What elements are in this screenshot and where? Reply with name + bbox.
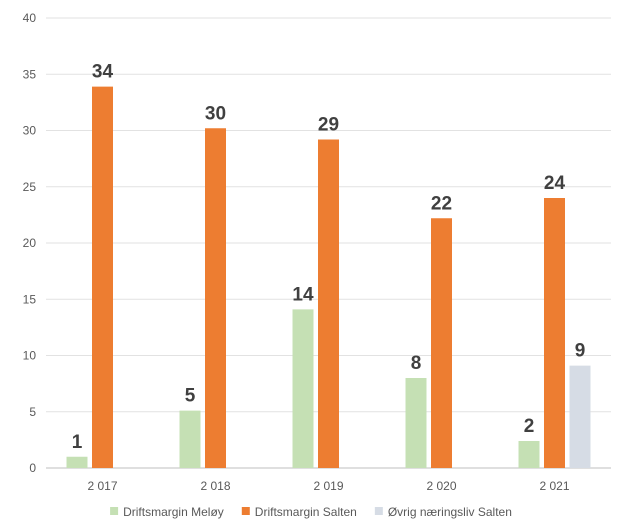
legend-label: Driftsmargin Meløy — [123, 505, 224, 519]
y-tick-label: 5 — [29, 405, 36, 419]
legend: Driftsmargin Meløy Driftsmargin Salten Øvr… — [110, 505, 512, 519]
legend-label: Driftsmargin Salten — [255, 505, 357, 519]
data-label: 1 — [72, 432, 83, 453]
bar-driftsmargin-salten-1 — [205, 128, 226, 468]
data-label: 8 — [411, 353, 422, 374]
bar-driftsmargin-mel-y-0 — [67, 457, 88, 468]
bar-driftsmargin-salten-2 — [318, 140, 339, 469]
y-tick-label: 20 — [23, 236, 37, 250]
x-tick-label: 2 018 — [200, 479, 230, 493]
data-label: 5 — [185, 386, 196, 407]
data-label: 30 — [205, 103, 226, 124]
bar-driftsmargin-mel-y-2 — [293, 309, 314, 468]
x-axis-ticks: 2 017 2 018 2 019 2 020 2 021 — [87, 479, 569, 493]
bar-driftsmargin-salten-0 — [92, 87, 113, 468]
data-label: 2 — [524, 416, 535, 437]
legend-label: Øvrig næringsliv Salten — [388, 505, 512, 519]
y-tick-label: 35 — [23, 67, 37, 81]
legend-swatch — [110, 507, 118, 515]
data-label: 24 — [544, 173, 566, 194]
legend-swatch — [375, 507, 383, 515]
bar-driftsmargin-mel-y-3 — [406, 378, 427, 468]
y-tick-label: 10 — [23, 349, 37, 363]
x-tick-label: 2 017 — [87, 479, 117, 493]
bar-driftsmargin-mel-y-1 — [180, 411, 201, 468]
data-label: 22 — [431, 193, 452, 214]
x-tick-label: 2 020 — [426, 479, 456, 493]
y-axis-ticks: 0 5 10 15 20 25 30 35 40 — [23, 11, 37, 475]
y-tick-label: 0 — [29, 461, 36, 475]
y-tick-label: 30 — [23, 124, 37, 138]
bar-driftsmargin-salten-4 — [544, 198, 565, 468]
legend-swatch — [242, 507, 250, 515]
bar-driftsmargin-mel-y-4 — [519, 441, 540, 468]
data-label: 29 — [318, 115, 339, 136]
bar--vrig-n-ringsliv-salten-4 — [570, 366, 591, 468]
y-tick-label: 40 — [23, 11, 37, 25]
y-tick-label: 15 — [23, 292, 37, 306]
y-tick-label: 25 — [23, 180, 37, 194]
data-label: 9 — [575, 341, 586, 362]
data-label: 14 — [292, 284, 314, 305]
x-tick-label: 2 021 — [539, 479, 569, 493]
bar-driftsmargin-salten-3 — [431, 218, 452, 468]
data-label: 34 — [92, 62, 114, 83]
bars — [67, 87, 591, 468]
x-tick-label: 2 019 — [313, 479, 343, 493]
